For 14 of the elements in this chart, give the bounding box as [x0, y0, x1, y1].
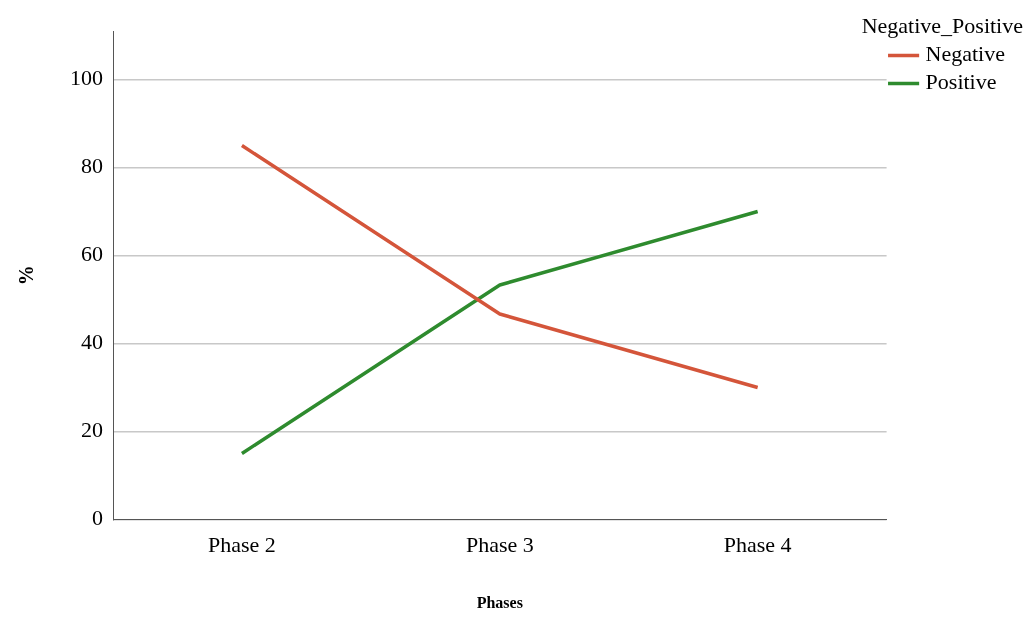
x-axis-title: Phases	[476, 593, 523, 611]
y-axis-title: %	[15, 265, 38, 286]
x-tick-label: Phase 3	[465, 532, 534, 558]
y-tick-label: 20	[81, 417, 103, 443]
x-tick-label: Phase 2	[208, 532, 276, 558]
y-tick-label: 0	[92, 505, 103, 531]
x-tick-label: Phase 4	[723, 532, 792, 558]
legend-label: Negative	[925, 41, 1005, 67]
y-tick-label: 100	[70, 65, 103, 91]
y-tick-label: 40	[81, 329, 103, 355]
legend-label: Positive	[925, 69, 997, 95]
y-tick-label: 80	[81, 153, 103, 179]
legend-title: Negative_Positive	[861, 12, 1023, 38]
y-tick-label: 60	[81, 241, 103, 267]
